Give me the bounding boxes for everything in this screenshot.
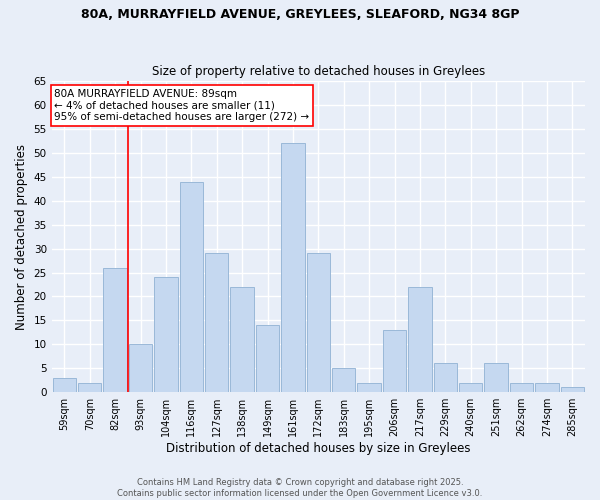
Text: Contains HM Land Registry data © Crown copyright and database right 2025.
Contai: Contains HM Land Registry data © Crown c… — [118, 478, 482, 498]
Bar — [459, 382, 482, 392]
Bar — [230, 287, 254, 392]
Y-axis label: Number of detached properties: Number of detached properties — [15, 144, 28, 330]
Bar — [383, 330, 406, 392]
Bar — [484, 364, 508, 392]
Bar — [205, 254, 229, 392]
Text: 80A MURRAYFIELD AVENUE: 89sqm
← 4% of detached houses are smaller (11)
95% of se: 80A MURRAYFIELD AVENUE: 89sqm ← 4% of de… — [55, 89, 310, 122]
Bar — [179, 182, 203, 392]
Bar — [358, 382, 381, 392]
X-axis label: Distribution of detached houses by size in Greylees: Distribution of detached houses by size … — [166, 442, 470, 455]
Bar — [408, 287, 431, 392]
Bar — [154, 278, 178, 392]
Bar — [281, 144, 305, 392]
Bar — [53, 378, 76, 392]
Bar — [78, 382, 101, 392]
Bar — [332, 368, 355, 392]
Bar — [103, 268, 127, 392]
Bar — [535, 382, 559, 392]
Bar — [560, 388, 584, 392]
Bar — [256, 325, 279, 392]
Bar — [129, 344, 152, 392]
Title: Size of property relative to detached houses in Greylees: Size of property relative to detached ho… — [152, 66, 485, 78]
Bar — [510, 382, 533, 392]
Bar — [307, 254, 330, 392]
Text: 80A, MURRAYFIELD AVENUE, GREYLEES, SLEAFORD, NG34 8GP: 80A, MURRAYFIELD AVENUE, GREYLEES, SLEAF… — [81, 8, 519, 20]
Bar — [434, 364, 457, 392]
